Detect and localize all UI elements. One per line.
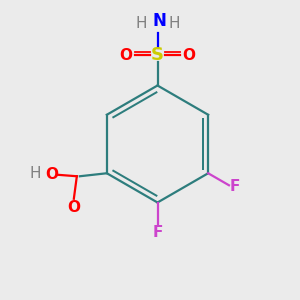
Text: F: F	[230, 179, 240, 194]
Text: O: O	[182, 48, 196, 63]
Text: S: S	[151, 46, 164, 64]
Text: O: O	[119, 48, 133, 63]
Text: O: O	[45, 167, 58, 182]
Text: H: H	[29, 166, 40, 181]
Text: H: H	[168, 16, 180, 32]
Text: F: F	[152, 225, 163, 240]
Text: O: O	[67, 200, 80, 215]
Text: H: H	[135, 16, 147, 32]
Text: N: N	[152, 12, 166, 30]
